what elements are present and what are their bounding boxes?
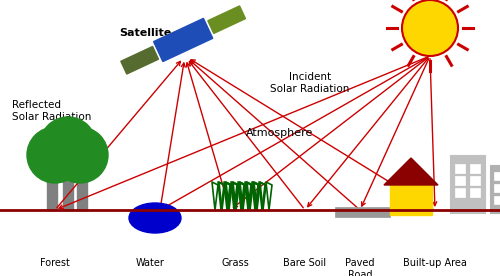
Bar <box>450 155 485 213</box>
Bar <box>470 188 480 197</box>
Ellipse shape <box>129 203 181 233</box>
Text: Forest: Forest <box>40 258 70 268</box>
Bar <box>494 196 500 204</box>
Bar <box>77 175 87 210</box>
Text: Bare Soil: Bare Soil <box>284 258 327 268</box>
Bar <box>154 18 212 62</box>
Text: Water: Water <box>136 258 164 268</box>
Bar <box>208 6 246 33</box>
Bar <box>455 188 465 197</box>
Bar <box>455 176 465 185</box>
Bar <box>63 175 73 210</box>
Bar <box>494 184 500 192</box>
Text: Built-up Area: Built-up Area <box>403 258 467 268</box>
Bar <box>470 164 480 173</box>
Circle shape <box>52 127 108 183</box>
Text: Paved
Road: Paved Road <box>345 258 375 276</box>
Bar <box>455 164 465 173</box>
Circle shape <box>40 117 96 173</box>
Text: Sun: Sun <box>418 8 442 18</box>
Bar <box>490 165 500 213</box>
Text: Satellite: Satellite <box>119 28 171 38</box>
Text: Incident
Solar Radiation: Incident Solar Radiation <box>270 72 349 94</box>
Circle shape <box>402 0 458 56</box>
Bar <box>390 185 432 215</box>
Bar <box>121 47 158 74</box>
Circle shape <box>27 127 83 183</box>
Polygon shape <box>384 158 438 185</box>
Bar <box>335 207 390 217</box>
Bar <box>47 175 57 210</box>
Bar <box>470 176 480 185</box>
Text: Reflected
Solar Radiation: Reflected Solar Radiation <box>12 100 92 122</box>
Text: Atmosphere: Atmosphere <box>246 128 314 138</box>
Text: Grass: Grass <box>221 258 249 268</box>
Bar <box>494 172 500 180</box>
